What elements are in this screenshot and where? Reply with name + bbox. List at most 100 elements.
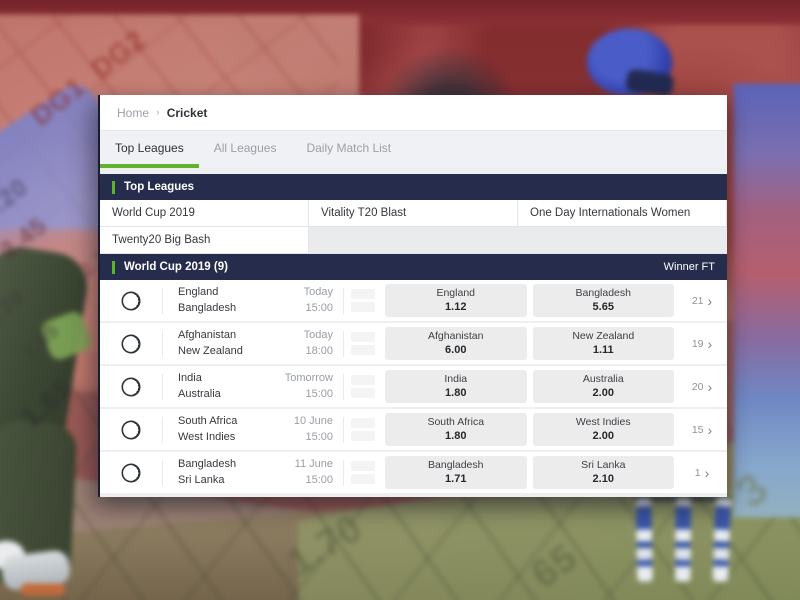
league-item-odi-women[interactable]: One Day Internationals Women [518, 200, 727, 227]
odds-away-team-label: Australia [582, 372, 624, 385]
stump [712, 497, 731, 582]
divider [162, 373, 163, 400]
odds-button-home[interactable]: South Africa 1.80 [385, 413, 527, 446]
stump [675, 497, 692, 582]
match-date-label: Today [303, 285, 333, 298]
league-item-vitality-t20-blast[interactable]: Vitality T20 Blast [309, 200, 518, 227]
top-leagues-header-title: Top Leagues [124, 181, 195, 193]
chevron-right-icon: › [707, 292, 713, 309]
divider [162, 459, 163, 486]
cricket-ball-icon [121, 420, 141, 439]
league-grid: World Cup 2019 Vitality T20 Blast One Da… [100, 200, 727, 254]
odds-button-away[interactable]: New Zealand 1.11 [532, 327, 674, 360]
odds-button-away[interactable]: West Indies 2.00 [532, 413, 674, 446]
cricket-ball-icon [121, 291, 141, 310]
away-team-label: Bangladesh [178, 301, 237, 314]
match-time: Tomorrow 15:00 [273, 371, 343, 403]
odds-button-home[interactable]: Afghanistan 6.00 [385, 327, 527, 360]
tab-bar: Top Leagues All Leagues Daily Match List [100, 130, 727, 168]
odds-away-value: 2.00 [592, 387, 614, 400]
cricket-ball-icon [121, 334, 141, 353]
match-row: South Africa West Indies 10 June 15:00 S… [100, 409, 727, 450]
match-teams: India Australia [163, 371, 273, 403]
match-date-label: 10 June [293, 414, 333, 427]
league-grid-filler [309, 227, 727, 254]
match-teams: Afghanistan New Zealand [163, 328, 273, 360]
odds-button-home[interactable]: England 1.12 [385, 284, 527, 317]
odds-home-team-label: Bangladesh [428, 458, 484, 471]
match-time: 10 June 15:00 [273, 414, 343, 446]
match-teams: South Africa West Indies [163, 414, 273, 446]
match-row: India Australia Tomorrow 15:00 India 1.8… [100, 366, 727, 407]
breadcrumb-current: Cricket [166, 105, 208, 120]
match-time: Today 18:00 [273, 328, 343, 360]
world-cup-header: World Cup 2019 (9) Winner FT [100, 254, 727, 280]
more-markets-link[interactable]: 19 › [677, 337, 727, 351]
placeholder-square [351, 302, 375, 312]
odds-home-value: 1.12 [445, 301, 467, 314]
odds-home-value: 1.71 [445, 473, 467, 486]
chevron-right-icon: › [707, 378, 713, 395]
odds-away-value: 2.00 [592, 430, 614, 443]
placeholder-square [351, 289, 375, 299]
tab-top-leagues[interactable]: Top Leagues [100, 131, 199, 168]
placeholder-square [351, 375, 375, 385]
odds-home-value: 1.80 [445, 387, 467, 400]
match-row: Afghanistan New Zealand Today 18:00 Afgh… [100, 323, 727, 364]
placeholder-square [351, 461, 375, 471]
divider [162, 287, 163, 314]
odds-home-value: 6.00 [445, 344, 467, 357]
match-teams: Bangladesh Sri Lanka [163, 457, 273, 489]
home-team-label: England [178, 285, 219, 298]
odds-home-team-label: India [444, 372, 468, 385]
odds-button-away[interactable]: Australia 2.00 [532, 370, 674, 403]
match-time: 11 June 15:00 [273, 457, 343, 489]
placeholder-square [351, 345, 375, 355]
green-accent-bar [112, 180, 115, 194]
chevron-right-icon: › [156, 106, 160, 119]
divider [162, 330, 163, 357]
divider [343, 287, 344, 314]
mini-market-placeholders [344, 461, 382, 484]
tab-daily-match-list[interactable]: Daily Match List [306, 140, 392, 155]
odds-button-away[interactable]: Sri Lanka 2.10 [532, 456, 674, 489]
home-team-label: South Africa [178, 414, 238, 427]
cricket-ball-icon [121, 463, 141, 482]
league-item-world-cup-2019[interactable]: World Cup 2019 [100, 200, 309, 227]
mini-market-placeholders [344, 289, 382, 312]
market-count-label: 21 [691, 294, 704, 307]
placeholder-square [351, 332, 375, 342]
more-markets-link[interactable]: 20 › [677, 380, 727, 394]
odds-away-team-label: Bangladesh [575, 286, 631, 299]
divider [343, 416, 344, 443]
divider [343, 330, 344, 357]
sport-icon-cell [100, 290, 162, 312]
match-start-time-label: 15:00 [305, 387, 333, 400]
home-team-label: India [178, 371, 202, 384]
odds-button-home[interactable]: Bangladesh 1.71 [385, 456, 527, 489]
breadcrumb-home-link[interactable]: Home [117, 105, 150, 120]
breadcrumb: Home › Cricket [100, 95, 727, 130]
placeholder-square [351, 418, 375, 428]
market-count-label: 20 [691, 380, 704, 393]
league-item-twenty20-big-bash[interactable]: Twenty20 Big Bash [100, 227, 309, 254]
cricket-ball-icon [121, 377, 141, 396]
placeholder-square [351, 431, 375, 441]
odds-button-home[interactable]: India 1.80 [385, 370, 527, 403]
home-team-label: Bangladesh [178, 457, 237, 470]
chevron-right-icon: › [704, 464, 710, 481]
divider [162, 416, 163, 443]
betting-panel: Home › Cricket Top Leagues All Leagues D… [98, 95, 727, 497]
match-start-time-label: 15:00 [305, 301, 333, 314]
tab-all-leagues[interactable]: All Leagues [213, 140, 277, 155]
more-markets-link[interactable]: 21 › [677, 294, 727, 308]
odds-away-value: 1.11 [592, 344, 614, 357]
chevron-right-icon: › [707, 421, 713, 438]
more-markets-link[interactable]: 15 › [677, 423, 727, 437]
more-markets-link[interactable]: 1 › [677, 466, 727, 480]
shoe-orange-sole [20, 583, 66, 596]
market-type-label: Winner FT [663, 261, 715, 273]
odds-home-team-label: Afghanistan [428, 329, 484, 342]
placeholder-square [351, 388, 375, 398]
odds-button-away[interactable]: Bangladesh 5.65 [532, 284, 674, 317]
